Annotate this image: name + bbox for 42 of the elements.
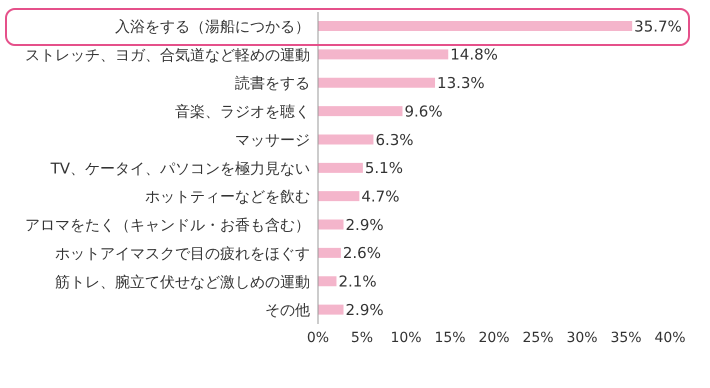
data-label: 2.1%: [338, 272, 377, 291]
x-tick-label: 15%: [434, 330, 466, 346]
x-tick-label: 25%: [522, 330, 554, 346]
data-label: 6.3%: [375, 130, 414, 149]
x-tick-label: 0%: [306, 330, 330, 346]
x-tick-label: 40%: [654, 330, 686, 346]
bar: [318, 106, 402, 116]
bar: [318, 248, 341, 258]
data-label: 14.8%: [450, 46, 498, 64]
x-tick-label: 5%: [350, 330, 374, 346]
y-tick-label: 音楽、ラジオを聴く: [175, 102, 310, 121]
x-tick-label: 30%: [566, 330, 598, 346]
bar: [318, 220, 344, 230]
data-label: 9.6%: [404, 102, 443, 120]
data-label: 2.6%: [342, 244, 381, 262]
bar: [318, 276, 336, 286]
y-tick-label: マッサージ: [235, 130, 310, 149]
x-tick-label: 10%: [390, 330, 422, 346]
bar: [318, 191, 360, 202]
y-tick-label: アロマをたく（キャンドル・お香も含む）: [25, 216, 310, 234]
data-label: 2.9%: [346, 300, 384, 319]
y-tick-label: ストレッチ、ヨガ、合気道など軽めの運動: [25, 46, 310, 64]
bar: [318, 162, 363, 173]
bar: [318, 21, 632, 31]
y-tick-label: その他: [265, 301, 310, 320]
data-label: 4.7%: [361, 188, 400, 206]
y-tick-label: TV、ケータイ、パソコンを極力見ない: [50, 159, 310, 178]
y-tick-label: 入浴をする（湯船につかる）: [115, 18, 310, 36]
bar: [318, 78, 436, 88]
data-label: 35.7%: [634, 17, 682, 36]
bar: [318, 134, 374, 144]
y-tick-label: ホットアイマスクで目の疲れをほぐす: [55, 244, 310, 262]
bar: [318, 49, 448, 60]
y-tick-label: ホットティーなどを飲む: [145, 188, 310, 206]
x-tick-label: 35%: [610, 330, 642, 346]
y-tick-label: 筋トレ、腕立て伏せなど激しめの運動: [55, 272, 310, 291]
bar: [318, 304, 344, 315]
data-label: 13.3%: [437, 74, 485, 92]
y-tick-label: 読書をする: [235, 74, 310, 92]
x-tick-label: 20%: [478, 330, 510, 346]
data-label: 2.9%: [346, 216, 384, 234]
data-label: 5.1%: [364, 159, 403, 178]
